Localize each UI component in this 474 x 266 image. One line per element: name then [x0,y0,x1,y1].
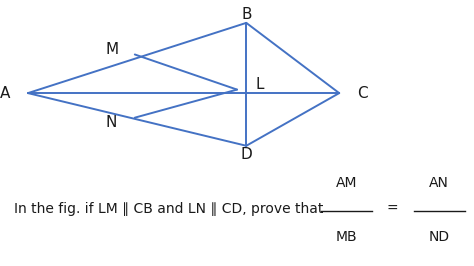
Text: M: M [105,42,118,57]
Text: AM: AM [336,176,357,190]
Text: D: D [240,147,252,162]
Text: MB: MB [335,230,357,244]
Text: ND: ND [428,230,450,244]
Text: L: L [256,77,264,92]
Text: AN: AN [429,176,449,190]
Text: A: A [0,86,10,101]
Text: =: = [387,202,399,216]
Text: C: C [357,86,368,101]
Text: N: N [106,115,117,130]
Text: B: B [241,7,252,22]
Text: In the fig. if LM ∥ CB and LN ∥ CD, prove that: In the fig. if LM ∥ CB and LN ∥ CD, prov… [14,202,328,216]
